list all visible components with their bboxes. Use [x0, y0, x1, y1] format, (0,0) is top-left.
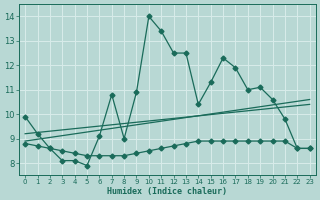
X-axis label: Humidex (Indice chaleur): Humidex (Indice chaleur) — [108, 187, 228, 196]
